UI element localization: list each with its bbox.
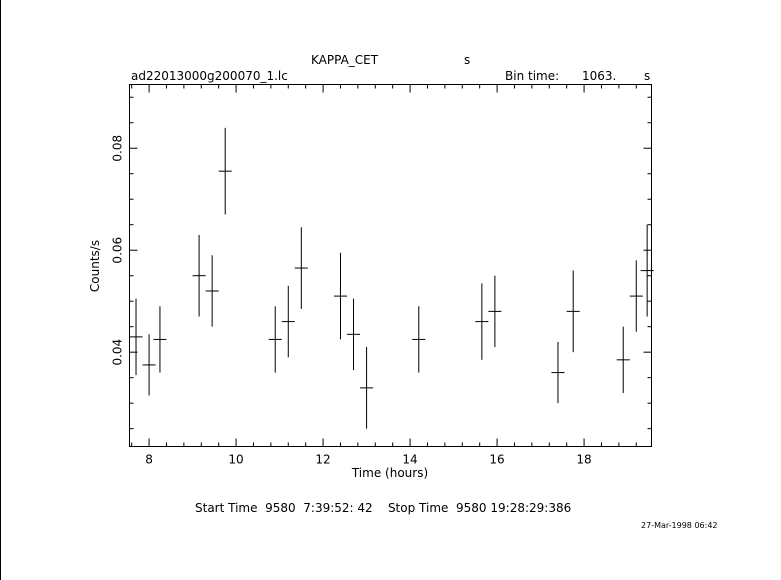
data-point (412, 306, 426, 373)
x-tick-label: 10 (228, 453, 243, 467)
data-point (294, 227, 308, 309)
data-points (129, 127, 654, 429)
x-tick-label: 14 (402, 453, 417, 467)
x-tick-label: 8 (145, 453, 153, 467)
x-axis-label: Time (hours) (351, 466, 428, 480)
data-point (629, 260, 643, 332)
data-point (566, 270, 580, 353)
object-unit: s (464, 53, 471, 67)
bin-time-label: Bin time: (505, 69, 560, 83)
data-point (475, 283, 489, 360)
object-name: KAPPA_CET (311, 53, 379, 67)
x-tick-label: 18 (576, 453, 591, 467)
date-stamp: 27-Mar-1998 06:42 (641, 521, 718, 530)
data-point (129, 298, 143, 376)
data-point (616, 326, 630, 393)
y-tick-label: 0.08 (111, 135, 125, 162)
y-tick-label: 0.06 (111, 237, 125, 264)
data-point (192, 234, 206, 317)
window-edge-rule (0, 0, 1, 580)
data-point (205, 255, 219, 327)
data-point (551, 341, 565, 404)
data-point (268, 306, 282, 373)
data-point (142, 334, 156, 396)
x-tick-label: 12 (315, 453, 330, 467)
file-name: ad22013000g200070_1.lc (131, 69, 288, 83)
data-point (153, 306, 167, 373)
data-point (640, 224, 654, 317)
data-point (347, 298, 361, 371)
plot-frame (129, 84, 652, 447)
data-point (360, 347, 374, 429)
data-point (488, 275, 502, 348)
bin-time-value: 1063. (582, 69, 617, 83)
data-point (281, 285, 295, 358)
start-stop-times: Start Time 9580 7:39:52: 42 Stop Time 95… (195, 501, 572, 515)
x-tick-label: 16 (489, 453, 504, 467)
axis-ticks: 8 10 12 14 16 18 0.04 0.06 0.08 (111, 84, 652, 467)
y-axis-label: Counts/s (88, 240, 102, 292)
y-tick-label: 0.04 (111, 339, 125, 366)
data-point (218, 127, 232, 215)
data-point (333, 252, 347, 340)
bin-time-unit: s (644, 69, 651, 83)
